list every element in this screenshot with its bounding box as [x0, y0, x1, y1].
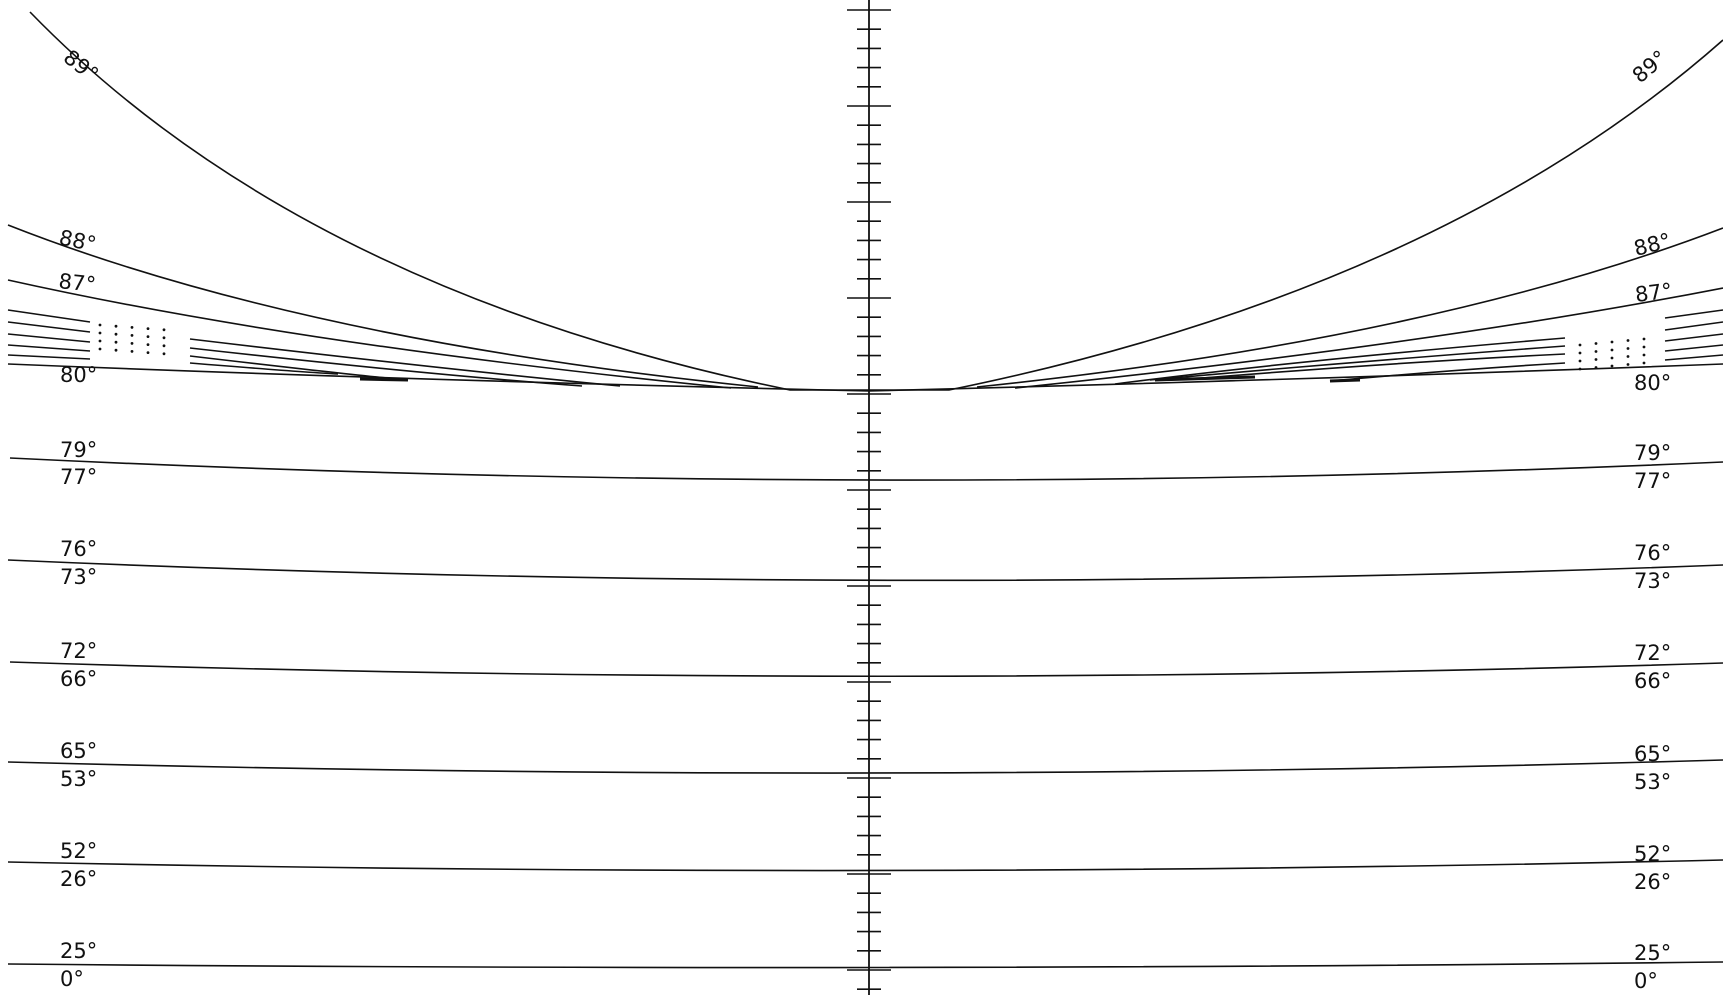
pattern-dot	[98, 347, 102, 351]
label-80-right: 80°	[1634, 371, 1671, 395]
pattern-dot	[114, 332, 118, 336]
label-87-left: 87°	[57, 269, 97, 297]
pattern-dot	[1642, 337, 1646, 341]
line-25-0	[7, 961, 1723, 969]
pattern-dot	[114, 348, 118, 352]
curve-87	[7, 279, 732, 389]
pattern-dot	[1594, 350, 1598, 353]
pattern-dot	[1578, 351, 1582, 355]
pattern-dot	[1578, 343, 1582, 347]
label-88-left: 88°	[57, 225, 98, 256]
label-72-left: 72°	[60, 639, 97, 663]
curve-88-right	[976, 227, 1723, 388]
pattern-dot	[146, 351, 150, 354]
dot-pattern	[98, 323, 1646, 371]
curve-87-right	[1014, 287, 1723, 389]
label-26-right: 26°	[1634, 870, 1671, 894]
pattern-dot	[1626, 355, 1630, 358]
pattern-dot	[146, 343, 150, 346]
label-89-right: 89°	[1628, 46, 1672, 88]
label-76-right: 76°	[1634, 541, 1671, 565]
pattern-dot	[162, 344, 166, 348]
label-66-right: 66°	[1634, 669, 1671, 693]
label-26-left: 26°	[60, 867, 97, 891]
line-76-73	[7, 559, 1723, 582]
cluster-lines-left	[7, 309, 870, 392]
pattern-dot	[1610, 356, 1614, 360]
label-65-right: 65°	[1634, 742, 1671, 766]
label-73-left: 73°	[60, 565, 97, 589]
cluster-lines-right	[359, 309, 1723, 392]
label-77-left: 77°	[60, 465, 97, 489]
label-89-left: 89°	[59, 45, 103, 87]
label-79-left: 79°	[60, 438, 97, 462]
label-52-left: 52°	[60, 839, 97, 863]
pattern-dot	[130, 334, 134, 337]
pattern-dot	[114, 340, 118, 344]
pattern-dot	[1610, 364, 1614, 368]
pattern-dot	[130, 326, 134, 329]
line-52-26	[7, 859, 1723, 872]
line-65-53	[7, 759, 1723, 774]
pattern-dot	[98, 323, 102, 327]
pattern-dot	[1642, 345, 1646, 349]
label-80-left: 80°	[60, 363, 97, 387]
pattern-dot	[162, 336, 166, 340]
label-88-right: 88°	[1631, 229, 1673, 261]
label-77-right: 77°	[1634, 469, 1671, 493]
pattern-dot	[162, 352, 166, 356]
pattern-dot	[1642, 353, 1646, 357]
pattern-dot	[146, 335, 150, 338]
pattern-dot	[1626, 363, 1630, 366]
pattern-dot	[130, 342, 134, 345]
label-65-left: 65°	[60, 739, 97, 763]
pattern-dot	[162, 328, 166, 332]
pattern-dot	[1642, 361, 1646, 365]
pattern-dot	[1578, 359, 1582, 363]
pattern-dot	[1594, 358, 1598, 361]
curve-89	[29, 11, 1723, 391]
line-79-77	[9, 457, 1723, 481]
label-72-right: 72°	[1634, 641, 1671, 665]
pattern-dot	[1626, 339, 1630, 342]
pattern-dot	[130, 350, 134, 353]
pattern-dot	[1610, 340, 1614, 344]
pattern-dot	[1578, 367, 1582, 371]
line-72-66	[9, 661, 1723, 678]
pattern-dot	[98, 339, 102, 343]
label-87-right: 87°	[1634, 279, 1674, 307]
pattern-dot	[98, 331, 102, 335]
label-76-left: 76°	[60, 537, 97, 561]
label-52-right: 52°	[1634, 842, 1671, 866]
label-73-right: 73°	[1634, 569, 1671, 593]
curve-88	[7, 224, 759, 388]
pattern-dot	[1626, 347, 1630, 350]
pattern-dot	[114, 324, 118, 328]
pattern-dot	[1610, 348, 1614, 352]
label-79-right: 79°	[1634, 441, 1671, 465]
pattern-dot	[146, 327, 150, 330]
pattern-dot	[1594, 342, 1598, 345]
label-0-right: 0°	[1634, 969, 1658, 993]
label-25-left: 25°	[60, 939, 97, 963]
label-66-left: 66°	[60, 667, 97, 691]
axis-ticks	[847, 9, 891, 991]
label-53-left: 53°	[60, 767, 97, 791]
pattern-dot	[1594, 366, 1598, 369]
label-25-right: 25°	[1634, 941, 1671, 965]
label-0-left: 0°	[60, 967, 84, 991]
label-53-right: 53°	[1634, 770, 1671, 794]
